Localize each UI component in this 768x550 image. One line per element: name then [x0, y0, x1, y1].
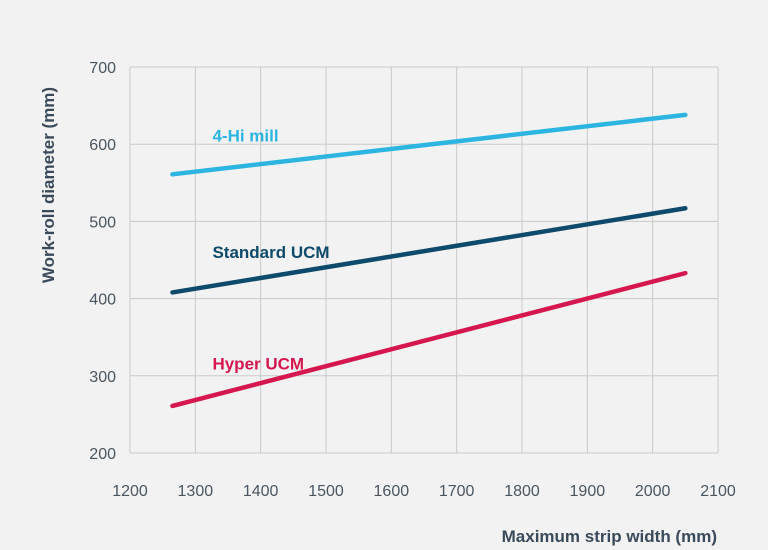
y-tick-label: 200 [89, 446, 116, 463]
series-label-1: Standard UCM [212, 243, 329, 262]
x-tick-label: 1500 [308, 483, 344, 500]
y-tick-label: 700 [89, 60, 116, 77]
x-tick-label: 1800 [504, 483, 540, 500]
y-tick-label: 300 [89, 369, 116, 386]
y-tick-label: 500 [89, 214, 116, 231]
series-lines [170, 112, 688, 409]
series-line-2 [170, 270, 688, 409]
series-line-0 [170, 112, 688, 177]
y-axis-ticks: 200 300 400 500 600 700 [89, 60, 116, 463]
x-tick-label: 1200 [112, 483, 148, 500]
x-tick-label: 1700 [439, 483, 475, 500]
x-tick-label: 1400 [243, 483, 279, 500]
x-tick-label: 2100 [700, 483, 736, 500]
series-label-2: Hyper UCM [212, 354, 304, 373]
x-tick-label: 2000 [635, 483, 671, 500]
series-labels: 4-Hi mill Standard UCM Hyper UCM [212, 126, 329, 373]
x-tick-label: 1900 [570, 483, 606, 500]
y-tick-label: 600 [89, 137, 116, 154]
x-tick-label: 1600 [374, 483, 410, 500]
x-tick-label: 1300 [178, 483, 214, 500]
series-line-1 [170, 206, 688, 295]
y-tick-label: 400 [89, 292, 116, 309]
series-label-0: 4-Hi mill [212, 126, 278, 145]
x-axis-title: Maximum strip width (mm) [502, 527, 717, 546]
x-axis-ticks: 1200 1300 1400 1500 1600 1700 1800 1900 2000 2100 [112, 483, 736, 500]
y-axis-title: Work-roll diameter (mm) [39, 87, 58, 283]
